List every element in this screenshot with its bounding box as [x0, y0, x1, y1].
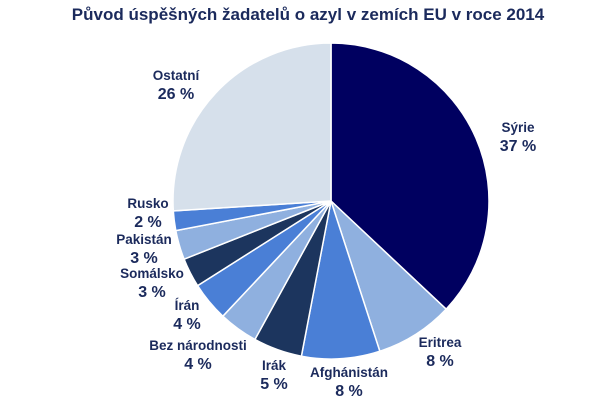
- slice-value-label: 5 %: [260, 376, 288, 393]
- slice-label: Bez národnosti: [149, 338, 247, 353]
- chart-title: Původ úspěšných žadatelů o azyl v zemích…: [71, 5, 545, 24]
- slice-label: Sýrie: [501, 120, 535, 135]
- pie-slice-sýrie: [330, 42, 490, 311]
- slice-label: Afghánistán: [310, 365, 388, 380]
- slice-value-label: 4 %: [173, 316, 201, 333]
- slice-value-label: 4 %: [184, 356, 212, 373]
- slice-label: Pakistán: [116, 232, 172, 247]
- slice-label: Rusko: [127, 196, 168, 211]
- slice-label: Ostatní: [153, 68, 201, 83]
- slice-value-label: 2 %: [134, 214, 162, 231]
- slice-value-label: 3 %: [138, 284, 166, 301]
- slice-label: Írán: [175, 298, 200, 313]
- pie-slices: [172, 42, 490, 360]
- slice-label: Irák: [262, 358, 287, 373]
- slice-value-label: 26 %: [158, 86, 194, 103]
- slice-value-label: 8 %: [335, 383, 363, 400]
- slice-label: Somálsko: [120, 266, 184, 281]
- slice-value-label: 37 %: [500, 138, 536, 155]
- pie-slice-ostatní: [172, 42, 332, 212]
- slice-value-label: 8 %: [426, 353, 454, 370]
- slice-label: Eritrea: [419, 335, 462, 350]
- pie-labels: Sýrie 37 % Eritrea 8 % Afghánistán 8 % Irák 5 %…: [116, 68, 536, 400]
- slice-value-label: 3 %: [130, 250, 158, 267]
